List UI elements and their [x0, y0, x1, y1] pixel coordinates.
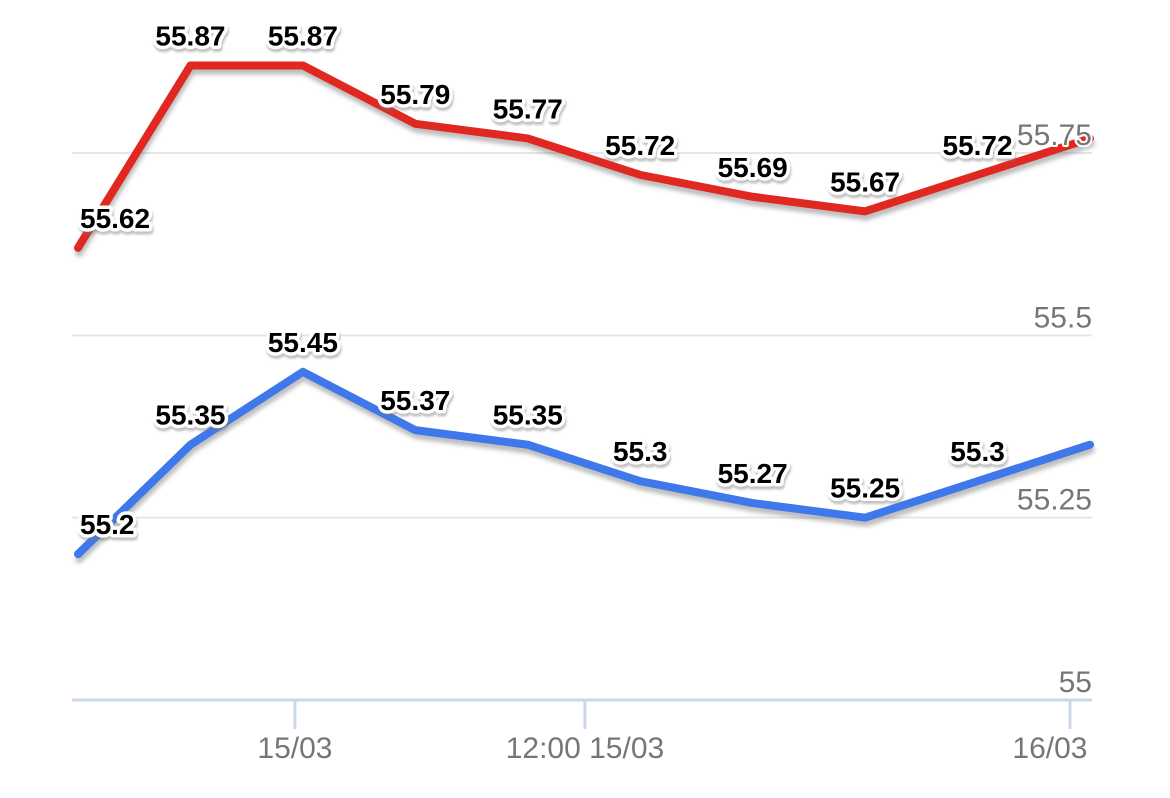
y-axis-label: 55.5: [1034, 301, 1092, 334]
data-label-blue: 55.35: [155, 400, 225, 431]
series-line-red: [74, 61, 1094, 252]
y-axis-label: 55.75: [1017, 119, 1092, 152]
data-label-red: 55.72: [943, 130, 1013, 161]
data-label-red: 55.62: [80, 203, 150, 234]
data-label-red: 55.87: [155, 20, 225, 51]
data-label-blue: 55.27: [718, 458, 788, 489]
data-label-red: 55.72: [605, 130, 675, 161]
data-label-red: 55.87: [268, 20, 338, 51]
data-label-blue: 55.37: [380, 385, 450, 416]
x-axis-label: 16/03: [1012, 732, 1087, 765]
x-axis-label: 15/03: [257, 732, 332, 765]
data-label-blue: 55.45: [268, 327, 338, 358]
y-axis-label: 55.25: [1017, 484, 1092, 517]
y-axis-label: 55: [1059, 666, 1092, 699]
data-label-red: 55.77: [493, 93, 563, 124]
data-label-red: 55.67: [830, 166, 900, 197]
data-label-red: 55.79: [380, 79, 450, 110]
series-line-blue: [74, 367, 1094, 559]
data-label-blue: 55.2: [80, 509, 135, 540]
data-label-blue: 55.25: [830, 473, 900, 504]
data-label-red: 55.69: [718, 152, 788, 183]
data-label-blue: 55.3: [950, 436, 1005, 467]
x-axis-label: 12:00 15/03: [506, 732, 664, 765]
data-label-blue: 55.3: [613, 436, 668, 467]
data-label-blue: 55.35: [493, 400, 563, 431]
